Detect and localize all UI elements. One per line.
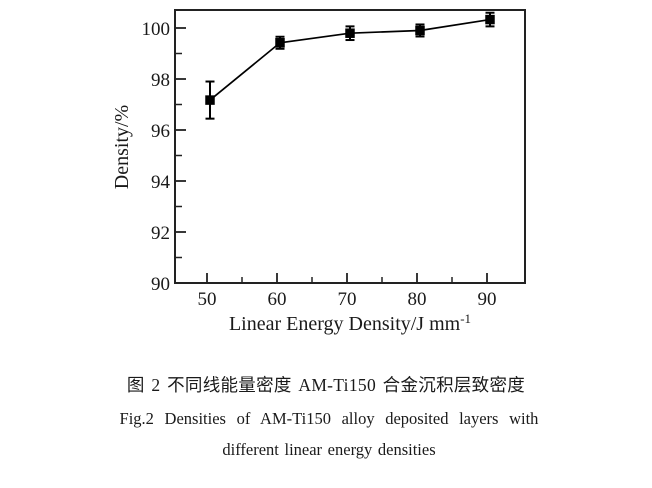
data-point [415,23,425,38]
marker-square [485,14,495,25]
marker-square [415,25,425,36]
y-tick-label: 90 [151,274,170,295]
data-point [485,11,495,28]
marker-square [345,28,355,38]
x-tick-label: 70 [338,289,357,310]
y-tick-label: 94 [151,172,171,193]
y-tick-label: 96 [151,121,170,142]
x-axis-major-ticks [206,273,488,283]
y-tick-label: 92 [151,223,170,244]
marker-square [205,95,215,105]
data-point [205,80,215,120]
data-series-layer [205,11,495,120]
x-axis-title-superscript: -1 [460,311,471,326]
x-tick-label: 80 [408,289,427,310]
x-axis-tick-labels: 50 60 70 80 90 [198,289,497,310]
y-axis-minor-ticks [175,52,182,259]
x-tick-label: 60 [268,289,287,310]
x-axis-title-text: Linear Energy Density/J mm [229,313,461,335]
marker-square [275,38,285,48]
y-axis-tick-labels: 100 98 96 94 92 90 [142,19,171,295]
data-point [275,35,285,50]
x-tick-label: 50 [198,289,217,310]
y-axis-major-ticks [175,27,186,284]
x-axis-title: Linear Energy Density/J mm-1 [229,311,471,335]
x-axis-minor-ticks [241,277,453,283]
data-point [345,25,355,42]
y-tick-label: 98 [151,70,170,91]
y-axis-title: Density/% [111,105,133,189]
caption-english-line-1: Fig.2 Densities of AM-Ti150 alloy deposi… [119,409,539,428]
x-tick-label: 90 [478,289,497,310]
figure-caption: 图 2 不同线能量密度 AM-Ti150 合金沉积层致密度 Fig.2 Dens… [0,372,652,460]
figure-panel: 100 98 96 94 92 90 50 60 70 80 90 Densit… [111,9,526,335]
caption-english-line-2: different linear energy densities [222,440,436,459]
density-vs-linear-energy-chart: 100 98 96 94 92 90 50 60 70 80 90 Densit… [111,9,526,335]
y-tick-label: 100 [142,19,171,40]
plot-frame [174,9,526,284]
caption-chinese: 图 2 不同线能量密度 AM-Ti150 合金沉积层致密度 [126,375,526,395]
svg-text:Linear Energy Density/J mm-1: Linear Energy Density/J mm-1 [229,311,471,335]
